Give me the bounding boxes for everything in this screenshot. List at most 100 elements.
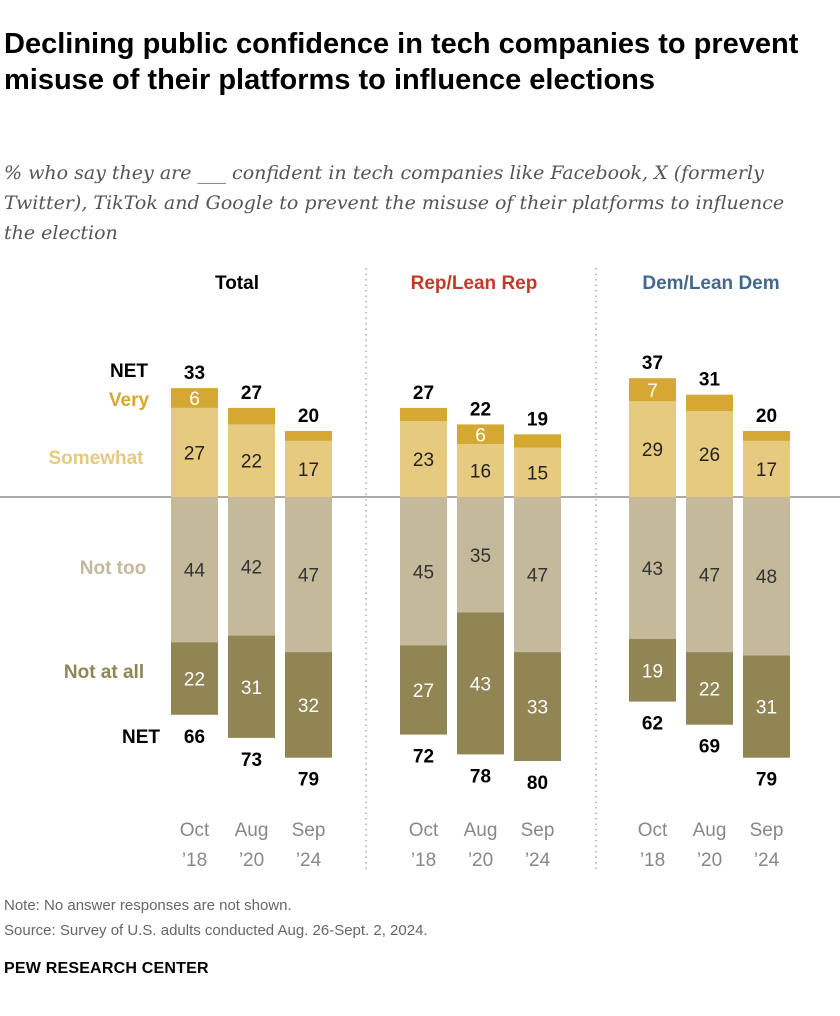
label-somewhat: 17: [756, 460, 777, 481]
group-title: Rep/Lean Rep: [411, 273, 538, 294]
x-tick-label: Oct: [638, 820, 668, 841]
x-tick-label: Aug: [693, 820, 727, 841]
x-tick-label: ’24: [754, 850, 780, 871]
label-net-not-confident: 80: [527, 773, 548, 794]
label-net-confident: 19: [527, 409, 548, 430]
bar-somewhat: [400, 421, 447, 497]
label-not-too: 44: [184, 561, 206, 582]
label-not-at-all: 22: [184, 670, 205, 691]
note: Note: No answer responses are not shown.: [4, 897, 292, 914]
bar-very: [629, 378, 676, 402]
label-somewhat: 17: [298, 460, 319, 481]
label-net-confident: 22: [470, 399, 491, 420]
label-net-not-confident: 73: [241, 750, 262, 771]
label-not-too: 47: [298, 566, 319, 587]
x-tick-label: Oct: [409, 820, 439, 841]
bar-somewhat: [514, 447, 561, 497]
x-tick-label: ’18: [182, 850, 207, 871]
bar-very: [171, 388, 218, 408]
label-not-too: 47: [527, 566, 548, 587]
label-not-too: 42: [241, 557, 262, 578]
bar-somewhat: [743, 440, 790, 497]
x-tick-label: Aug: [464, 820, 498, 841]
label-somewhat: 27: [184, 443, 205, 464]
label-not-at-all: 19: [642, 661, 663, 682]
label-somewhat: 29: [642, 440, 663, 461]
label-net-not-confident: 66: [184, 727, 205, 748]
source: Source: Survey of U.S. adults conducted …: [4, 922, 428, 939]
label-not-too: 48: [756, 567, 777, 588]
label-not-too: 43: [642, 559, 663, 580]
label-net-not-confident: 72: [413, 747, 434, 768]
legend-not-at-all: Not at all: [64, 662, 144, 683]
bar-not-too: [285, 497, 332, 653]
label-somewhat: 22: [241, 452, 262, 473]
bar-not-at-all: [228, 635, 275, 738]
bar-not-too: [686, 497, 733, 653]
label-very: 6: [475, 425, 486, 446]
x-tick-label: ’24: [296, 850, 322, 871]
group-title: Total: [215, 273, 259, 294]
bar-very: [743, 431, 790, 441]
bar-very: [228, 407, 275, 425]
label-net-confident: 20: [756, 406, 777, 427]
label-not-at-all: 22: [699, 679, 720, 700]
legend-net-top: NET: [110, 361, 148, 382]
label-not-too: 35: [470, 546, 491, 567]
label-net-not-confident: 69: [699, 737, 720, 758]
x-tick-label: ’24: [525, 850, 551, 871]
label-not-at-all: 43: [470, 674, 491, 695]
label-not-at-all: 32: [298, 696, 319, 717]
bar-very: [285, 431, 332, 441]
group-title: Dem/Lean Dem: [642, 273, 779, 294]
chart-subtitle: % who say they are ___ confident in tech…: [4, 162, 785, 244]
label-very: 6: [189, 389, 200, 410]
label-not-too: 45: [413, 562, 434, 583]
label-not-too: 47: [699, 566, 720, 587]
x-tick-label: ’20: [239, 850, 264, 871]
label-net-not-confident: 78: [470, 766, 491, 787]
bar-somewhat: [629, 401, 676, 497]
bar-not-too: [228, 497, 275, 636]
bar-very: [457, 424, 504, 445]
legend-somewhat: Somewhat: [48, 448, 144, 469]
bar-not-too: [514, 497, 561, 653]
label-net-confident: 31: [699, 370, 721, 391]
x-tick-label: ’20: [697, 850, 722, 871]
label-net-not-confident: 62: [642, 714, 663, 735]
bar-somewhat: [228, 424, 275, 497]
label-net-confident: 27: [241, 383, 262, 404]
label-net-not-confident: 79: [298, 770, 319, 791]
bar-very: [400, 407, 447, 422]
legend-net-bottom: NET: [122, 727, 160, 748]
bar-somewhat: [457, 444, 504, 497]
x-tick-label: Sep: [750, 820, 784, 841]
bar-not-too: [743, 497, 790, 656]
label-very: 7: [647, 381, 658, 402]
bar-not-at-all: [686, 652, 733, 725]
bar-not-at-all: [285, 652, 332, 758]
pew-logo: PEW RESEARCH CENTER: [4, 960, 209, 977]
bar-not-too: [629, 497, 676, 639]
bar-not-too: [171, 497, 218, 643]
label-net-confident: 20: [298, 406, 319, 427]
label-not-at-all: 33: [527, 698, 548, 719]
label-not-at-all: 27: [413, 681, 434, 702]
label-net-not-confident: 79: [756, 770, 777, 791]
bar-not-at-all: [743, 655, 790, 758]
label-somewhat: 23: [413, 450, 434, 471]
label-net-confident: 37: [642, 353, 663, 374]
bar-not-at-all: [457, 612, 504, 755]
bar-not-at-all: [171, 642, 218, 715]
chart: Total 27 6 44 22 33 66 Oct ’18 22 42 31 27 73 Aug ’20 17…: [0, 268, 840, 872]
label-not-at-all: 31: [756, 698, 777, 719]
label-somewhat: 26: [699, 445, 720, 466]
bar-not-too: [400, 497, 447, 646]
bar-somewhat: [285, 440, 332, 497]
bar-very: [514, 434, 561, 448]
bar-not-at-all: [400, 645, 447, 735]
legend-very: Very: [109, 390, 150, 411]
x-tick-label: ’18: [411, 850, 436, 871]
legend-not-too: Not too: [80, 558, 146, 579]
label-not-at-all: 31: [241, 678, 262, 699]
